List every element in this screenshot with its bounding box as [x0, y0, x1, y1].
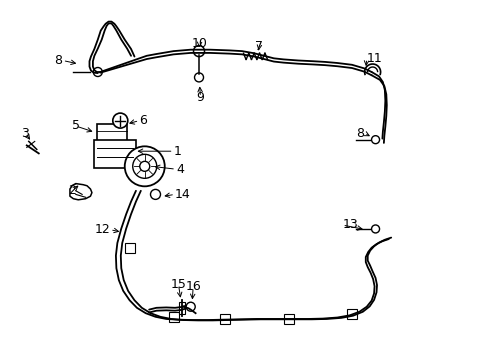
Text: 3: 3: [21, 127, 29, 140]
Circle shape: [371, 136, 379, 144]
Circle shape: [132, 154, 157, 178]
Circle shape: [371, 225, 379, 233]
Circle shape: [93, 68, 102, 77]
Text: 5: 5: [72, 120, 80, 132]
Bar: [179, 302, 185, 314]
Bar: [220, 314, 229, 324]
Bar: [283, 314, 293, 324]
Bar: [346, 309, 356, 319]
Text: 12: 12: [94, 223, 110, 236]
Text: 7: 7: [255, 40, 263, 53]
Bar: [124, 243, 134, 253]
Bar: [94, 140, 136, 168]
Text: 15: 15: [170, 278, 186, 291]
Bar: [168, 312, 178, 322]
Text: 9: 9: [196, 91, 204, 104]
Text: 1: 1: [173, 145, 181, 158]
Text: 4: 4: [176, 163, 183, 176]
Circle shape: [124, 146, 164, 186]
Text: 13: 13: [342, 219, 357, 231]
Text: 10: 10: [191, 37, 207, 50]
Circle shape: [194, 73, 203, 82]
Circle shape: [193, 46, 204, 57]
Text: 6: 6: [139, 114, 147, 127]
Text: 2: 2: [68, 184, 76, 197]
Text: 8: 8: [356, 127, 364, 140]
Text: 16: 16: [185, 280, 201, 293]
Circle shape: [150, 189, 160, 199]
Circle shape: [140, 161, 149, 171]
Circle shape: [186, 302, 195, 311]
Bar: [97, 124, 127, 141]
Text: 11: 11: [366, 52, 382, 65]
Text: 14: 14: [175, 188, 190, 201]
Text: 8: 8: [55, 54, 62, 67]
Circle shape: [113, 113, 127, 128]
